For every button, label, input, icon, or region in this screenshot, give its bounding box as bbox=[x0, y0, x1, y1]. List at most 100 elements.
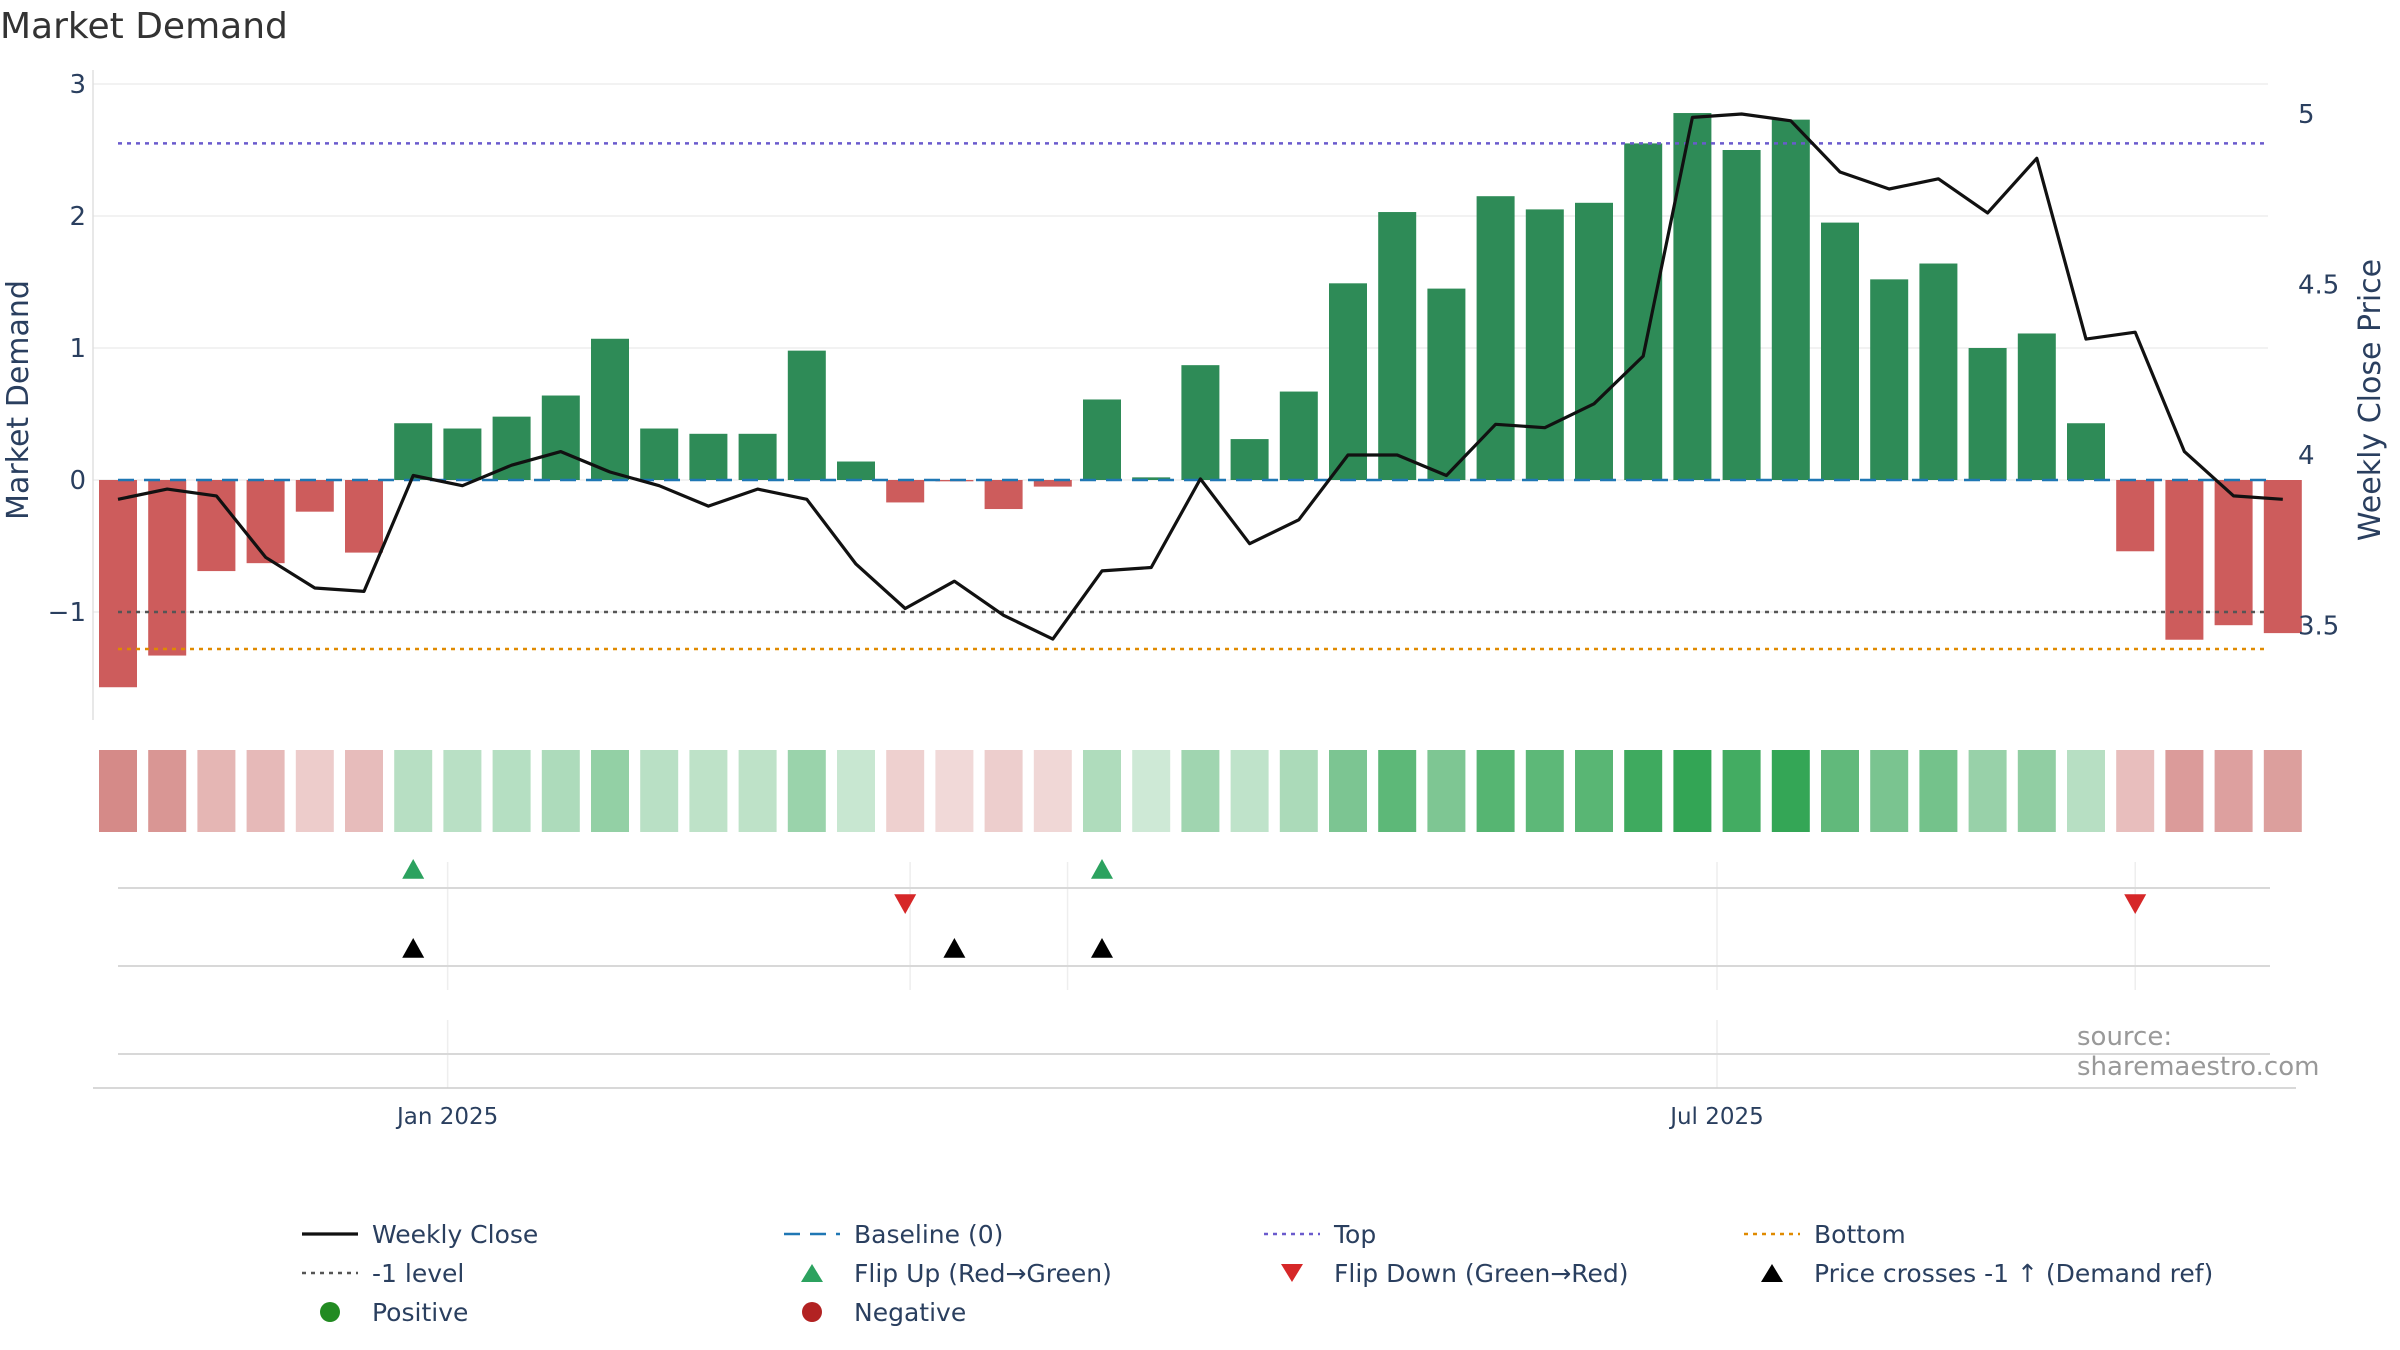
demand-bars bbox=[99, 113, 2302, 688]
demand-bar bbox=[1968, 348, 2007, 480]
heat-cell bbox=[1722, 750, 1761, 832]
heat-cell bbox=[837, 750, 875, 832]
heat-cell bbox=[886, 750, 925, 832]
legend-label: Positive bbox=[372, 1297, 469, 1327]
legend-item-close: Weekly Close bbox=[300, 1215, 538, 1253]
event-markers bbox=[402, 859, 2147, 958]
legend-label: -1 level bbox=[372, 1258, 465, 1288]
heat-cell bbox=[2263, 750, 2302, 832]
legend-circle bbox=[320, 1302, 340, 1322]
heat-cell bbox=[1968, 750, 2007, 832]
legend-label: Flip Up (Red→Green) bbox=[854, 1258, 1112, 1288]
demand-bar bbox=[2165, 480, 2204, 640]
heat-cell bbox=[99, 750, 137, 832]
legend-symbol-bottom bbox=[1744, 1232, 1800, 1236]
y-tick-label: 1 bbox=[69, 334, 86, 364]
y2-tick-label: 4 bbox=[2298, 441, 2315, 471]
demand-bar bbox=[2017, 333, 2056, 480]
legend-symbol-baseline bbox=[784, 1232, 840, 1236]
price-cross-marker bbox=[402, 938, 425, 958]
flip-up-marker bbox=[402, 859, 425, 879]
legend-symbol-negative bbox=[802, 1302, 822, 1322]
legend-symbol-flip_up bbox=[801, 1264, 823, 1282]
legend-triangle bbox=[1761, 1264, 1783, 1282]
flip-down-marker bbox=[894, 894, 917, 914]
heat-cell bbox=[935, 750, 974, 832]
market-demand-chart: 3 2 1 0 −1 5 4.5 4 3.5 Market Demand Weekly Close … bbox=[1, 70, 2388, 1130]
legend-item-cross: Price crosses -1 ↑ (Demand ref) bbox=[1742, 1254, 2213, 1292]
demand-bar bbox=[541, 395, 580, 480]
legend-triangle bbox=[801, 1264, 823, 1282]
heat-cell bbox=[1919, 750, 1958, 832]
demand-bar bbox=[2116, 480, 2155, 552]
legend-symbol-top bbox=[1264, 1232, 1320, 1236]
demand-bar bbox=[1083, 399, 1121, 480]
legend-item-positive: Positive bbox=[300, 1293, 468, 1331]
demand-bar bbox=[295, 480, 334, 512]
demand-bar bbox=[738, 433, 777, 480]
demand-bar bbox=[2067, 423, 2105, 480]
heat-cell bbox=[787, 750, 826, 832]
demand-bar bbox=[640, 428, 679, 480]
demand-bar bbox=[99, 480, 137, 688]
legend-symbol-close bbox=[302, 1232, 358, 1236]
y-tick-label: −1 bbox=[48, 598, 86, 628]
demand-bar bbox=[1575, 202, 1613, 481]
heat-cell bbox=[1132, 750, 1171, 832]
heat-cell bbox=[1575, 750, 1613, 832]
legend-symbol-cross bbox=[1761, 1264, 1783, 1282]
demand-bar bbox=[246, 480, 285, 564]
source-note: source: sharemaestro.com bbox=[2077, 1022, 2320, 1082]
y2-tick-label: 5 bbox=[2298, 100, 2315, 130]
heat-cell bbox=[2116, 750, 2155, 832]
heat-cell bbox=[1230, 750, 1269, 832]
heat-cell bbox=[345, 750, 383, 832]
heat-cell bbox=[246, 750, 285, 832]
price-cross-marker bbox=[943, 938, 966, 958]
legend: Weekly Close Baseline (0) Top Bottom -1 leve… bbox=[300, 1215, 2260, 1335]
legend-label: Top bbox=[1334, 1219, 1377, 1249]
heat-cell bbox=[1821, 750, 1859, 832]
heat-cell bbox=[2067, 750, 2105, 832]
heat-cell bbox=[541, 750, 580, 832]
heat-cell bbox=[738, 750, 777, 832]
legend-item-bottom: Bottom bbox=[1742, 1215, 1906, 1253]
y2-axis-title: Weekly Close Price bbox=[2353, 259, 2388, 541]
demand-bar bbox=[837, 461, 875, 480]
heat-cell bbox=[492, 750, 531, 832]
demand-bar bbox=[1181, 365, 1220, 480]
demand-bar bbox=[1279, 391, 1318, 480]
heat-cell bbox=[689, 750, 728, 832]
demand-bar bbox=[1132, 477, 1171, 480]
legend-symbol-flip_down bbox=[1281, 1264, 1303, 1282]
demand-bar bbox=[1673, 113, 1712, 480]
demand-bar bbox=[886, 480, 925, 503]
legend-symbol-minus_one bbox=[302, 1271, 358, 1275]
demand-bar bbox=[1230, 439, 1269, 480]
heat-cell bbox=[1525, 750, 1564, 832]
heat-cell bbox=[640, 750, 679, 832]
grid bbox=[93, 83, 2270, 1088]
legend-item-minus_one: -1 level bbox=[300, 1254, 464, 1292]
demand-bar bbox=[591, 338, 629, 480]
demand-bar bbox=[787, 350, 826, 480]
demand-bar bbox=[1870, 279, 1909, 480]
demand-bar bbox=[1771, 119, 1810, 480]
demand-bar bbox=[689, 433, 728, 480]
weekly-close-line bbox=[117, 112, 2283, 641]
heat-cell bbox=[1476, 750, 1515, 832]
legend-label: Baseline (0) bbox=[854, 1219, 1004, 1249]
legend-item-baseline: Baseline (0) bbox=[782, 1215, 1003, 1253]
heat-cell bbox=[148, 750, 187, 832]
heat-cell bbox=[1033, 750, 1072, 832]
demand-bar bbox=[1624, 143, 1663, 480]
heat-cell bbox=[443, 750, 482, 832]
heat-cell bbox=[1329, 750, 1367, 832]
heat-cell bbox=[1771, 750, 1810, 832]
legend-symbol-positive bbox=[320, 1302, 340, 1322]
demand-bar bbox=[2214, 480, 2253, 626]
legend-circle bbox=[802, 1302, 822, 1322]
y2-tick-label: 4.5 bbox=[2298, 271, 2339, 301]
heat-cell bbox=[1378, 750, 1417, 832]
heat-cell bbox=[197, 750, 236, 832]
